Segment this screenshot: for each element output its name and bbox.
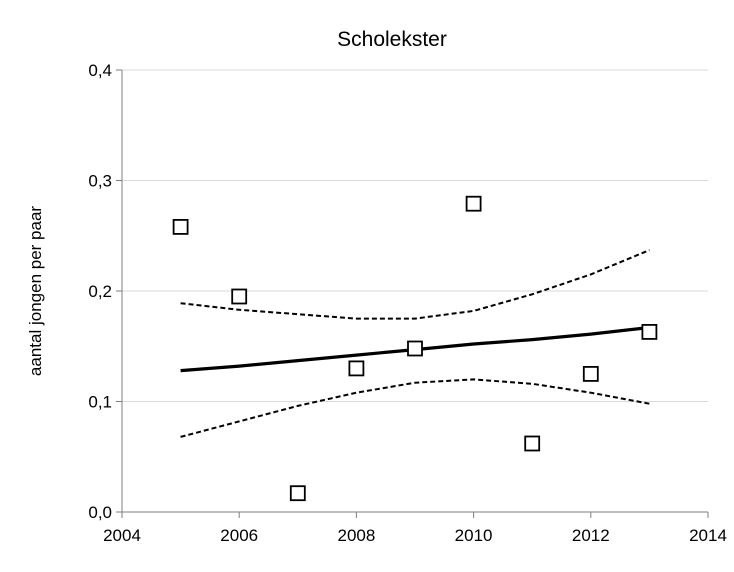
y-tick-label: 0,4 <box>88 61 112 80</box>
data-point-marker <box>582 365 599 382</box>
data-point-marker <box>641 323 658 340</box>
y-tick-labels: 0,0 0,1 0,2 0,3 0,4 <box>88 61 112 522</box>
y-tick-label: 0,1 <box>88 393 112 412</box>
upper-bound-line <box>180 249 650 320</box>
data-point-marker <box>407 340 423 357</box>
data-points <box>172 195 658 502</box>
data-point-marker <box>524 435 541 452</box>
x-tick-label: 2012 <box>572 526 610 545</box>
data-point-marker <box>172 218 189 235</box>
y-tick-label: 0,0 <box>88 503 112 522</box>
chart-title: Scholekster <box>337 28 447 51</box>
y-tick-label: 0,2 <box>88 282 112 301</box>
data-point-marker <box>465 195 482 212</box>
gridlines <box>122 69 708 402</box>
data-point-marker <box>289 485 306 502</box>
x-tick-label: 2010 <box>455 526 493 545</box>
x-tick-label: 2006 <box>220 526 258 545</box>
x-tick-label: 2008 <box>337 526 375 545</box>
lower-bound-line <box>180 378 650 438</box>
x-tick-label: 2004 <box>103 526 141 545</box>
y-axis-label: aantal jongen per paar <box>26 206 45 376</box>
y-tick-label: 0,3 <box>88 172 112 191</box>
data-point-marker <box>348 360 365 377</box>
data-point-marker <box>231 288 248 305</box>
x-tick-label: 2014 <box>689 526 727 545</box>
x-tick-labels: 2004 2006 2008 2010 2012 2014 <box>103 526 727 545</box>
axes <box>116 69 709 518</box>
